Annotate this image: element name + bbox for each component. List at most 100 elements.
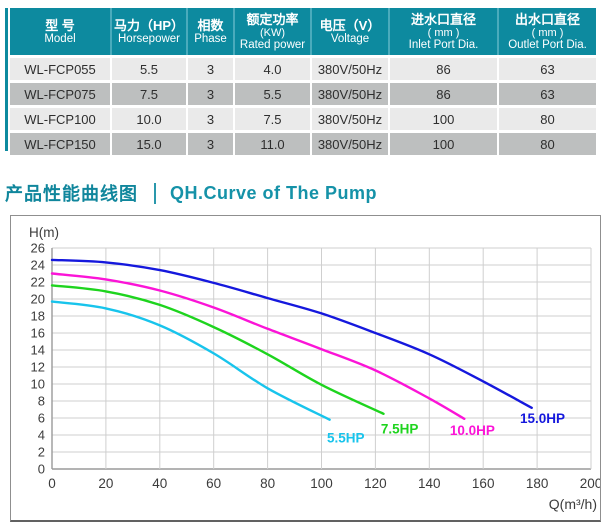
cell-outlet-dia: 63: [499, 58, 596, 80]
header-outlet-dia-en: Outlet Port Dia.: [508, 38, 587, 51]
cell-model: WL-FCP100: [10, 108, 110, 130]
y-tick-label: 24: [31, 258, 45, 273]
cell-horsepower: 10.0: [112, 108, 186, 130]
cell-inlet-dia: 100: [390, 108, 497, 130]
cell-voltage: 380V/50Hz: [312, 58, 388, 80]
header-rated-power-en: Rated power: [239, 38, 306, 51]
curve-label-7-5hp: 7.5HP: [381, 421, 419, 436]
x-tick-label: 60: [206, 476, 221, 491]
table-row: WL-FCP150 15.0 3 11.0 380V/50Hz 100 80: [10, 133, 596, 155]
y-tick-label: 2: [38, 445, 45, 460]
qh-curve-5-5hp: [50, 300, 331, 421]
y-tick-label: 22: [31, 275, 45, 290]
cell-voltage: 380V/50Hz: [312, 133, 388, 155]
qh-curve-10-0hp: [50, 272, 466, 420]
cell-inlet-dia: 100: [390, 133, 497, 155]
cell-horsepower: 5.5: [112, 58, 186, 80]
section-title: 产品性能曲线图 QH.Curve of The Pump: [5, 181, 377, 205]
header-horsepower: 马力（HP） Horsepower: [112, 8, 186, 55]
qh-curve-chart: 0 2 4 6 8 10 12 14 16 18 20 22 24 26 0 20 40 60 80 100 120 14…: [10, 215, 602, 522]
cell-inlet-dia: 86: [390, 83, 497, 105]
x-tick-label: 160: [472, 476, 495, 491]
y-tick-label: 6: [38, 411, 45, 426]
cell-model: WL-FCP150: [10, 133, 110, 155]
header-inlet-dia-en: Inlet Port Dia.: [408, 38, 479, 51]
header-voltage: 电压（V） Voltage: [312, 8, 388, 55]
qh-curve-15-0hp: [50, 258, 533, 409]
y-tick-label: 14: [31, 343, 45, 358]
cell-outlet-dia: 63: [499, 83, 596, 105]
qh-curve-7-5hp: [50, 284, 385, 415]
header-model-en: Model: [44, 32, 76, 45]
header-outlet-dia: 出水口直径 ( mm ) Outlet Port Dia.: [499, 8, 596, 55]
cell-rated-power: 4.0: [235, 58, 310, 80]
header-inlet-dia-zh: 进水口直径: [410, 11, 476, 27]
y-tick-label: 26: [31, 241, 45, 256]
x-tick-label: 200: [580, 476, 600, 491]
header-outlet-dia-zh: 出水口直径: [514, 11, 580, 27]
x-tick-label: 100: [310, 476, 333, 491]
y-tick-label: 0: [38, 462, 45, 477]
cell-phase: 3: [188, 58, 233, 80]
header-voltage-en: Voltage: [330, 32, 370, 45]
header-inlet-dia: 进水口直径 ( mm ) Inlet Port Dia.: [390, 8, 497, 55]
title-divider: [154, 182, 156, 204]
y-tick-label: 20: [31, 292, 45, 307]
cell-rated-power: 11.0: [235, 133, 310, 155]
table-row: WL-FCP075 7.5 3 5.5 380V/50Hz 86 63: [10, 83, 596, 105]
x-axis-title: Q(m³/h): [549, 496, 597, 512]
cell-rated-power: 7.5: [235, 108, 310, 130]
y-tick-label: 4: [38, 428, 45, 443]
table-row: WL-FCP100 10.0 3 7.5 380V/50Hz 100 80: [10, 108, 596, 130]
curve-label-10-0hp: 10.0HP: [450, 423, 495, 438]
cell-model: WL-FCP055: [10, 58, 110, 80]
cell-phase: 3: [188, 108, 233, 130]
header-phase-en: Phase: [194, 32, 227, 45]
x-tick-label: 120: [364, 476, 387, 491]
curve-label-5-5hp: 5.5HP: [327, 431, 365, 446]
header-model-zh: 型 号: [45, 17, 75, 33]
cell-inlet-dia: 86: [390, 58, 497, 80]
y-axis-title: H(m): [29, 225, 59, 240]
header-model: 型 号 Model: [10, 8, 110, 55]
header-rated-power: 额定功率 (KW) Rated power: [235, 8, 310, 55]
pump-spec-table: 型 号 Model 马力（HP） Horsepower 相数 Phase 额定功…: [10, 8, 596, 155]
table-row: WL-FCP055 5.5 3 4.0 380V/50Hz 86 63: [10, 58, 596, 80]
y-tick-label: 12: [31, 360, 45, 375]
cell-horsepower: 15.0: [112, 133, 186, 155]
table-accent-bar: [5, 8, 8, 151]
x-tick-label: 40: [152, 476, 167, 491]
section-title-en: QH.Curve of The Pump: [170, 182, 378, 203]
cell-rated-power: 5.5: [235, 83, 310, 105]
header-inlet-dia-sub: ( mm ): [427, 26, 460, 39]
x-tick-label: 140: [418, 476, 441, 491]
curve-label-15-0hp: 15.0HP: [520, 411, 565, 426]
y-tick-label: 16: [31, 326, 45, 341]
cell-outlet-dia: 80: [499, 133, 596, 155]
header-phase-zh: 相数: [197, 17, 224, 33]
table-header-row: 型 号 Model 马力（HP） Horsepower 相数 Phase 额定功…: [10, 8, 596, 55]
header-horsepower-en: Horsepower: [118, 32, 180, 45]
header-outlet-dia-sub: ( mm ): [531, 26, 564, 39]
x-tick-label: 180: [526, 476, 549, 491]
x-tick-label: 80: [260, 476, 275, 491]
cell-phase: 3: [188, 133, 233, 155]
cell-voltage: 380V/50Hz: [312, 108, 388, 130]
header-rated-power-sub: (KW): [259, 26, 286, 39]
cell-outlet-dia: 80: [499, 108, 596, 130]
cell-model: WL-FCP075: [10, 83, 110, 105]
x-tick-label: 20: [98, 476, 113, 491]
section-title-zh: 产品性能曲线图: [5, 184, 138, 204]
header-rated-power-zh: 额定功率: [246, 11, 299, 27]
header-horsepower-zh: 马力（HP）: [113, 17, 185, 33]
y-tick-label: 10: [31, 377, 45, 392]
cell-phase: 3: [188, 83, 233, 105]
header-phase: 相数 Phase: [188, 8, 233, 55]
x-tick-label: 0: [48, 476, 56, 491]
y-tick-label: 8: [38, 394, 45, 409]
cell-horsepower: 7.5: [112, 83, 186, 105]
header-voltage-zh: 电压（V）: [319, 17, 381, 33]
cell-voltage: 380V/50Hz: [312, 83, 388, 105]
